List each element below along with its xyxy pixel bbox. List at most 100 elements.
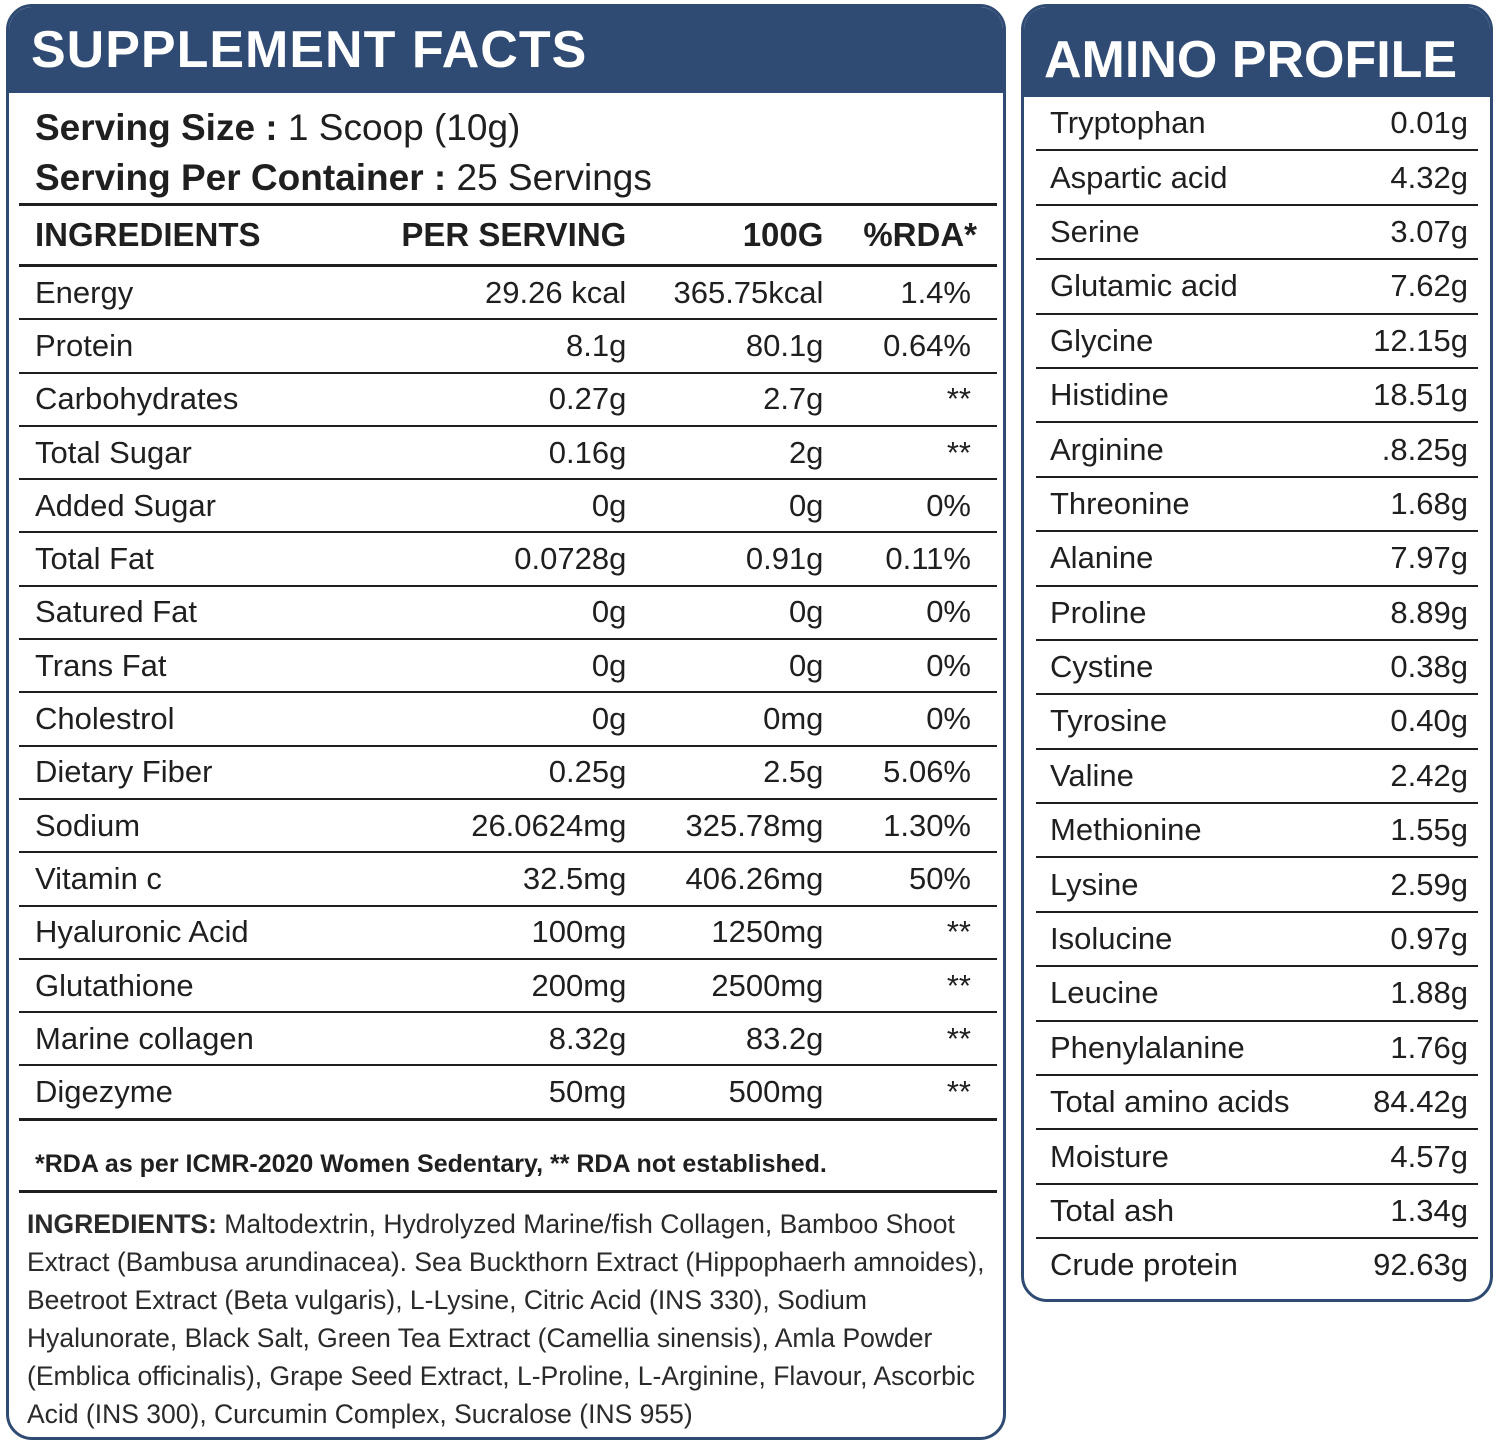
list-item: Moisture 4.57g — [1036, 1130, 1478, 1185]
amino-profile-title: AMINO PROFILE — [1024, 7, 1490, 97]
amino-value: 1.55g — [1390, 812, 1468, 848]
list-item: Phenylalanine 1.76g — [1036, 1022, 1478, 1077]
amino-name: Total ash — [1050, 1193, 1175, 1228]
amino-name: Arginine — [1050, 431, 1164, 467]
amino-name: Leucine — [1050, 975, 1159, 1011]
amino-name: Phenylalanine — [1050, 1029, 1245, 1065]
amino-list: Tryptophan 0.01g Aspartic acid 4.32g Serine 3… — [1024, 97, 1490, 1292]
per-serving-value: 0.16g — [358, 425, 627, 481]
ingredients-text: Maltodextrin, Hydrolyzed Marine/fish Col… — [27, 1209, 985, 1429]
amino-name: Alanine — [1050, 540, 1154, 576]
column-header: INGREDIENTS — [19, 203, 359, 267]
rda-value: ** — [823, 905, 997, 960]
table-row: Energy 29.26 kcal 365.75kcal 1.4% — [19, 265, 997, 321]
amino-value: 0.01g — [1390, 105, 1468, 141]
amino-value: 4.32g — [1390, 159, 1468, 195]
table-row: Total Sugar 0.16g 2g ** — [19, 425, 997, 481]
rda-value: 1.30% — [823, 798, 997, 854]
list-item: Valine 2.42g — [1036, 750, 1478, 805]
list-item: Crude protein 92.63g — [1036, 1239, 1478, 1291]
nutrient-name: Digezyme — [19, 1065, 359, 1121]
amino-value: 92.63g — [1373, 1247, 1468, 1283]
list-item: Tyrosine 0.40g — [1036, 695, 1478, 750]
per-serving-value: 50mg — [358, 1065, 627, 1121]
list-item: Glycine 12.15g — [1036, 315, 1478, 369]
list-item: Alanine 7.97g — [1036, 532, 1478, 587]
nutrient-name: Added Sugar — [19, 479, 359, 534]
table-row: Sodium 26.0624mg 325.78mg 1.30% — [19, 798, 997, 854]
nutrient-name: Dietary Fiber — [19, 745, 359, 800]
ingredients-list: INGREDIENTS: Maltodextrin, Hydrolyzed Ma… — [27, 1205, 1002, 1433]
amino-value: 4.57g — [1390, 1138, 1468, 1174]
table-row: Vitamin c 32.5mg 406.26mg 50% — [19, 852, 997, 907]
per-serving-value: 0g — [358, 639, 627, 694]
nutrient-name: Satured Fat — [19, 585, 359, 641]
nutrient-name: Marine collagen — [19, 1012, 359, 1067]
serving-size-line: Serving Size : 1 Scoop (10g) — [35, 103, 1003, 153]
nutrition-table: INGREDIENTS PER SERVING 100G %RDA* Energ… — [19, 203, 997, 1121]
serving-size-label: Serving Size : — [35, 107, 278, 148]
list-item: Histidine 18.51g — [1036, 369, 1478, 424]
list-item: Glutamic acid 7.62g — [1036, 260, 1478, 315]
amino-name: Glycine — [1050, 322, 1154, 358]
amino-value: 84.42g — [1373, 1084, 1468, 1120]
list-item: Leucine 1.88g — [1036, 967, 1478, 1022]
rda-footnote: *RDA as per ICMR-2020 Women Sedentary, *… — [19, 1135, 997, 1193]
per-100g-value: 2500mg — [626, 958, 824, 1014]
per-serving-value: 0.25g — [358, 745, 627, 800]
amino-value: 0.40g — [1390, 703, 1468, 739]
table-row: Trans Fat 0g 0g 0% — [19, 639, 997, 694]
nutrient-name: Vitamin c — [19, 852, 359, 907]
per-100g-value: 0g — [626, 639, 824, 694]
amino-value: 12.15g — [1373, 322, 1468, 358]
amino-value: 1.68g — [1390, 485, 1468, 521]
list-item: Aspartic acid 4.32g — [1036, 151, 1478, 206]
per-serving-value: 8.32g — [358, 1012, 627, 1067]
table-row: Hyaluronic Acid 100mg 1250mg ** — [19, 905, 997, 960]
per-serving-value: 32.5mg — [358, 852, 627, 907]
list-item: Threonine 1.68g — [1036, 478, 1478, 533]
rda-value: 0% — [823, 479, 997, 534]
per-100g-value: 83.2g — [626, 1012, 824, 1067]
nutrient-name: Hyaluronic Acid — [19, 905, 359, 960]
amino-name: Proline — [1050, 594, 1147, 630]
amino-name: Isolucine — [1050, 921, 1173, 957]
per-serving-value: 0g — [358, 479, 627, 534]
per-serving-value: 29.26 kcal — [358, 265, 627, 321]
per-serving-value: 26.0624mg — [358, 798, 627, 854]
ingredients-label: INGREDIENTS: — [27, 1209, 217, 1239]
table-row: Protein 8.1g 80.1g 0.64% — [19, 319, 997, 374]
table-row: Satured Fat 0g 0g 0% — [19, 585, 997, 641]
table-row: Total Fat 0.0728g 0.91g 0.11% — [19, 532, 997, 587]
servings-label: Serving Per Container : — [35, 157, 447, 198]
amino-name: Lysine — [1050, 866, 1139, 902]
amino-name: Total amino acids — [1050, 1084, 1290, 1120]
amino-value: 0.38g — [1390, 649, 1468, 685]
per-serving-value: 0g — [358, 585, 627, 641]
list-item: Arginine .8.25g — [1036, 423, 1478, 478]
amino-value: 8.89g — [1390, 594, 1468, 630]
per-serving-value: 0.0728g — [358, 532, 627, 587]
amino-value: 0.97g — [1390, 921, 1468, 957]
amino-name: Valine — [1050, 757, 1134, 793]
list-item: Serine 3.07g — [1036, 206, 1478, 261]
rda-value: 0.11% — [823, 532, 997, 587]
table-row: Carbohydrates 0.27g 2.7g ** — [19, 372, 997, 427]
amino-value: 7.62g — [1390, 268, 1468, 304]
amino-name: Crude protein — [1050, 1247, 1238, 1283]
rda-value: 0.64% — [823, 319, 997, 374]
rda-value: 50% — [823, 852, 997, 907]
per-100g-value: 500mg — [626, 1065, 824, 1121]
amino-name: Methionine — [1050, 812, 1202, 848]
list-item: Total ash 1.34g — [1036, 1185, 1478, 1240]
amino-profile-panel: AMINO PROFILE Tryptophan 0.01g Aspartic ac… — [1021, 4, 1493, 1302]
per-serving-value: 0.27g — [358, 372, 627, 427]
rda-value: 0% — [823, 639, 997, 694]
nutrient-name: Cholestrol — [19, 692, 359, 747]
amino-value: 7.97g — [1390, 540, 1468, 576]
rda-value: 1.4% — [823, 265, 997, 321]
table-row: Glutathione 200mg 2500mg ** — [19, 958, 997, 1014]
nutrient-name: Carbohydrates — [19, 372, 359, 427]
nutrient-name: Trans Fat — [19, 639, 359, 694]
servings-value: 25 Servings — [446, 157, 652, 198]
